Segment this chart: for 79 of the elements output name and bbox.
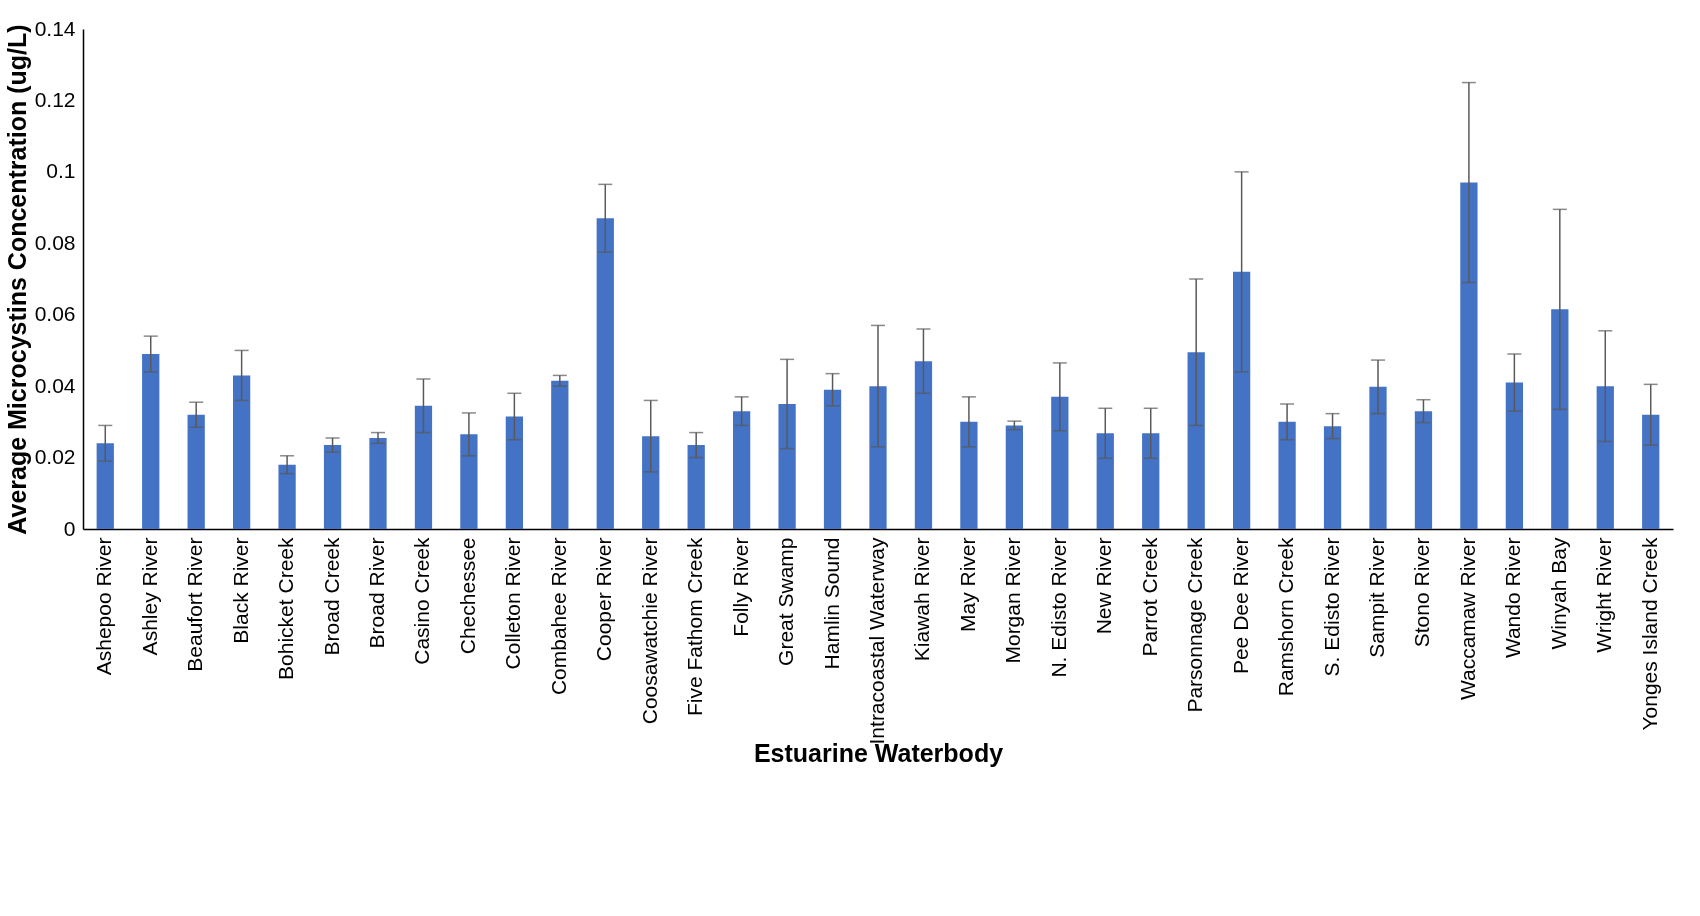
y-tick-label: 0.08 bbox=[34, 230, 76, 254]
y-tick-label: 0.02 bbox=[34, 445, 76, 469]
bar bbox=[1460, 182, 1478, 529]
bar bbox=[142, 354, 160, 529]
bar bbox=[1642, 414, 1660, 529]
bar bbox=[1142, 433, 1160, 529]
x-tick-label: Chechessee bbox=[455, 537, 479, 655]
bar bbox=[1096, 433, 1114, 529]
bar bbox=[1596, 386, 1614, 529]
bar bbox=[96, 443, 114, 529]
bar bbox=[1551, 309, 1569, 529]
x-tick-label: Bohicket Creek bbox=[274, 537, 298, 680]
y-tick-label: 0.12 bbox=[34, 87, 76, 111]
x-tick-label: May River bbox=[955, 537, 979, 633]
bar bbox=[1005, 425, 1023, 529]
x-tick-label: Broad Creek bbox=[319, 537, 343, 656]
x-tick-label: Broad River bbox=[365, 537, 388, 649]
bar bbox=[551, 380, 569, 529]
x-tick-label: Ashley River bbox=[137, 537, 161, 656]
x-tick-label: Colleton River bbox=[501, 537, 525, 670]
x-tick-label: Intracoastal Waterway bbox=[865, 537, 888, 745]
bar bbox=[1414, 411, 1433, 529]
bar bbox=[823, 389, 842, 529]
bar bbox=[460, 434, 478, 529]
bar bbox=[596, 218, 614, 529]
x-tick-label: Stono River bbox=[1410, 537, 1434, 648]
x-tick-label: Ashepoo River bbox=[92, 537, 116, 676]
bar bbox=[1505, 382, 1523, 529]
x-tick-label: Folly River bbox=[728, 537, 752, 637]
x-tick-label: Casino Creek bbox=[410, 537, 434, 665]
bar bbox=[1187, 352, 1205, 529]
x-tick-label: Coosawatchie River bbox=[637, 537, 661, 725]
bar bbox=[1233, 271, 1251, 529]
y-tick-label: 0.14 bbox=[34, 16, 76, 40]
bar bbox=[642, 436, 660, 529]
bar bbox=[960, 421, 978, 529]
x-tick-label: Great Swamp bbox=[774, 537, 798, 666]
y-axis-title: Average Microcystins Concentration (ug/L) bbox=[2, 24, 31, 535]
bar bbox=[505, 416, 523, 529]
y-tick-label: 0.04 bbox=[34, 373, 76, 397]
bar bbox=[869, 386, 887, 529]
bar bbox=[778, 404, 796, 529]
x-tick-label: Parrot Creek bbox=[1137, 537, 1161, 657]
x-tick-label: Hamlin Sound bbox=[819, 537, 843, 670]
x-tick-label: Parsonnage Creek bbox=[1183, 537, 1207, 713]
bar bbox=[687, 445, 705, 529]
x-tick-label: N. Edisto River bbox=[1046, 537, 1070, 678]
y-tick-label: 0.1 bbox=[46, 159, 76, 183]
x-tick-label: Pee Dee River bbox=[1228, 537, 1252, 675]
bar bbox=[233, 375, 251, 529]
x-tick-label: Five Fathom Creek bbox=[683, 537, 707, 717]
y-tick-label: 0.06 bbox=[34, 302, 76, 326]
bar bbox=[369, 437, 387, 529]
bar bbox=[323, 445, 342, 529]
bar bbox=[1051, 396, 1069, 529]
x-tick-label: New River bbox=[1092, 537, 1116, 635]
x-tick-label: Morgan River bbox=[1001, 537, 1025, 664]
y-tick-label: 0 bbox=[63, 516, 76, 540]
x-tick-label: Beaufort River bbox=[183, 537, 207, 672]
x-tick-label: Wando River bbox=[1501, 537, 1525, 659]
bar bbox=[733, 411, 751, 529]
x-tick-label: Black River bbox=[228, 537, 252, 644]
bar bbox=[414, 405, 433, 529]
x-tick-label: Combahee River bbox=[546, 537, 570, 696]
bar bbox=[1323, 426, 1342, 529]
x-tick-label: Winyah Bay bbox=[1546, 537, 1570, 650]
x-tick-label: Wright River bbox=[1592, 537, 1616, 653]
x-tick-label: Yonges Island Creek bbox=[1637, 537, 1661, 731]
bar bbox=[1278, 421, 1296, 529]
x-tick-label: Sampit River bbox=[1365, 537, 1388, 658]
x-tick-label: S. Edisto River bbox=[1319, 537, 1343, 677]
bar bbox=[1369, 386, 1387, 529]
bar bbox=[187, 414, 205, 529]
bar bbox=[914, 361, 933, 529]
x-tick-label: Ramshorn Creek bbox=[1274, 537, 1298, 697]
x-tick-label: Cooper River bbox=[592, 537, 616, 662]
bar bbox=[278, 464, 296, 529]
x-tick-label: Waccamaw River bbox=[1455, 537, 1479, 701]
x-tick-label: Kiawah River bbox=[910, 537, 934, 662]
